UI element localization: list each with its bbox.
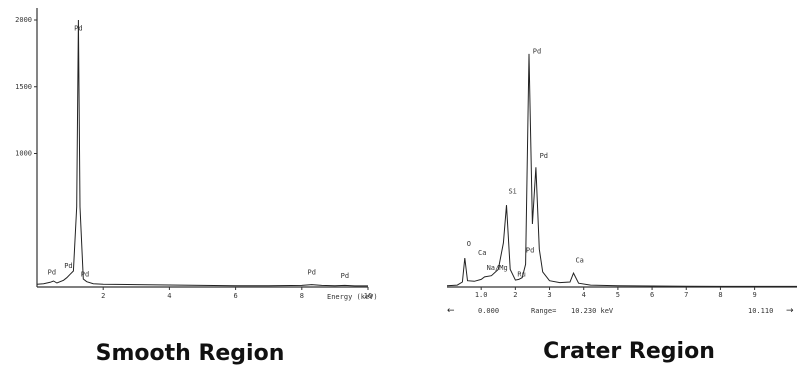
smooth-x-axis-label: Energy (keV) (327, 293, 378, 301)
smooth-region-chart: 2000 1500 1000 2 4 6 8 10 Pd Pd Pd Pd Pd Pd Energy … (15, 8, 378, 366)
smooth-y-ticks: 2000 1500 1000 (15, 16, 37, 158)
crater-range-readout: ← 0.000 Range= 10.230 keV 10.110 → (447, 306, 794, 316)
range-left-arrow: ← (447, 306, 455, 316)
crater-x-tick-label: 5 (616, 291, 620, 299)
crater-peak-label: Pd (526, 247, 534, 255)
crater-x-tick-label: 9 (753, 291, 757, 299)
smooth-y-tick-label: 2000 (15, 16, 32, 24)
crater-peak-label: O (467, 240, 471, 248)
crater-spectrum-line (446, 53, 797, 287)
smooth-peak-label: Pd (308, 269, 316, 277)
crater-peak-label: Ca (478, 249, 486, 257)
crater-x-tick-label: 1.0 (475, 291, 488, 299)
smooth-peak-label: Pd (74, 24, 82, 32)
smooth-x-tick-label: 6 (233, 292, 237, 300)
smooth-peak-labels: Pd Pd Pd Pd Pd Pd (48, 24, 349, 280)
smooth-y-tick-label: 1500 (15, 83, 32, 91)
crater-x-tick-label: 8 (718, 291, 722, 299)
crater-peak-label: Pd (533, 47, 541, 55)
range-label: Range= (531, 307, 556, 315)
crater-chart-caption: Crater Region (543, 339, 715, 364)
smooth-peak-label: Pd (81, 271, 89, 279)
smooth-peak-label: Pd (48, 269, 56, 277)
smooth-x-ticks: 2 4 6 8 10 (101, 287, 372, 300)
crater-peak-label: Pd (540, 152, 548, 160)
smooth-y-tick-label: 1000 (15, 150, 32, 158)
crater-x-tick-label: 3 (547, 291, 551, 299)
smooth-x-tick-label: 4 (167, 292, 171, 300)
smooth-x-tick-label: 10 (364, 292, 372, 300)
crater-x-tick-label: 4 (582, 291, 586, 299)
crater-peak-label: Ru (517, 270, 525, 278)
crater-peak-label: Ca (575, 257, 583, 265)
crater-x-ticks: 1.0 2 3 4 5 6 7 8 9 (475, 287, 757, 299)
crater-peak-label: Na/Mg (487, 264, 508, 272)
smooth-x-tick-label: 8 (300, 292, 304, 300)
range-right-arrow: → (786, 306, 794, 316)
smooth-x-tick-label: 2 (101, 292, 105, 300)
smooth-spectrum-line (36, 19, 368, 287)
range-end-value: 10.230 keV (571, 307, 614, 315)
smooth-chart-caption: Smooth Region (96, 341, 285, 366)
crater-x-tick-label: 2 (513, 291, 517, 299)
range-cursor-value: 10.110 (748, 307, 773, 315)
crater-x-tick-label: 7 (684, 291, 688, 299)
range-start-value: 0.000 (478, 307, 499, 315)
crater-x-tick-label: 6 (650, 291, 654, 299)
smooth-peak-label: Pd (341, 272, 349, 280)
smooth-peak-label: Pd (64, 262, 72, 270)
crater-peak-label: Si (508, 187, 516, 195)
